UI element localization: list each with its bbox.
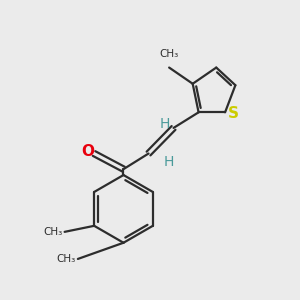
Text: CH₃: CH₃ (56, 254, 76, 264)
Text: S: S (228, 106, 239, 121)
Text: H: H (164, 155, 174, 170)
Text: CH₃: CH₃ (160, 49, 179, 59)
Text: H: H (160, 117, 170, 131)
Text: O: O (81, 144, 94, 159)
Text: CH₃: CH₃ (43, 227, 62, 237)
